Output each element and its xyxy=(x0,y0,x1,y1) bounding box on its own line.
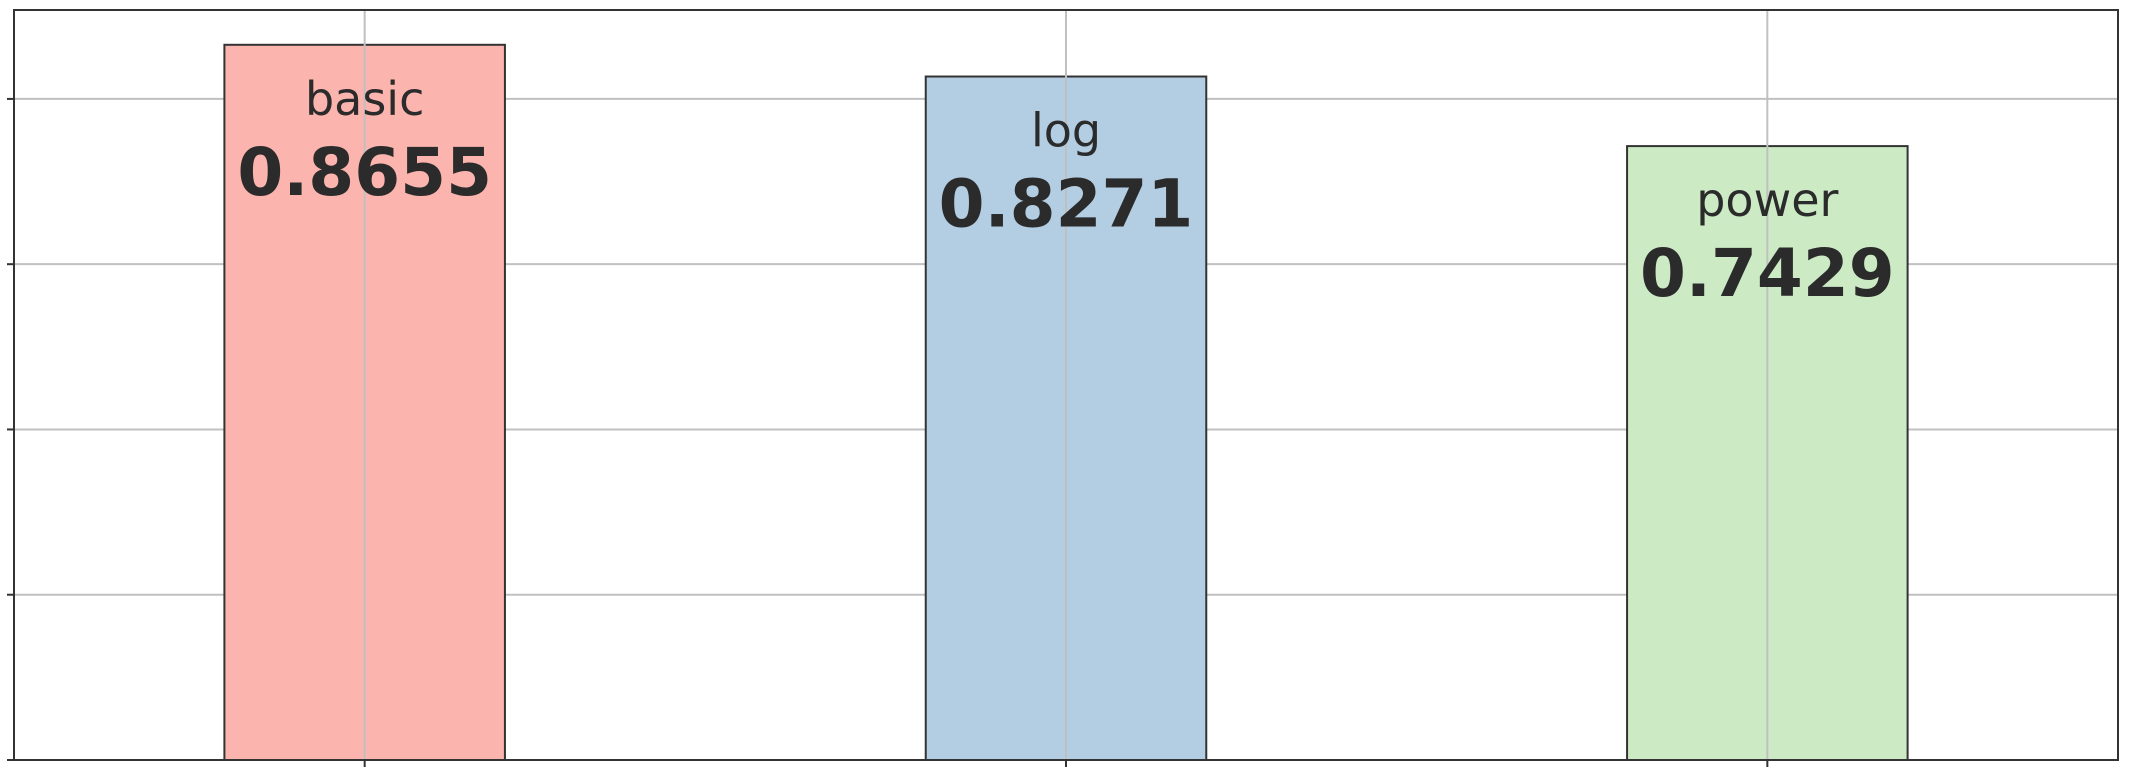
bar-value-label: 0.8271 xyxy=(939,166,1194,243)
bar-category-label: power xyxy=(1696,173,1838,227)
bar-value-label: 0.7429 xyxy=(1640,235,1895,312)
bar-category-label: log xyxy=(1031,104,1101,158)
bar-value-label: 0.8655 xyxy=(237,134,492,211)
labels-layer: basic 0.8655 log 0.8271 power 0.7429 xyxy=(237,10,1895,767)
plot-frame xyxy=(13,9,2119,761)
bar-category-label: basic xyxy=(305,72,424,126)
